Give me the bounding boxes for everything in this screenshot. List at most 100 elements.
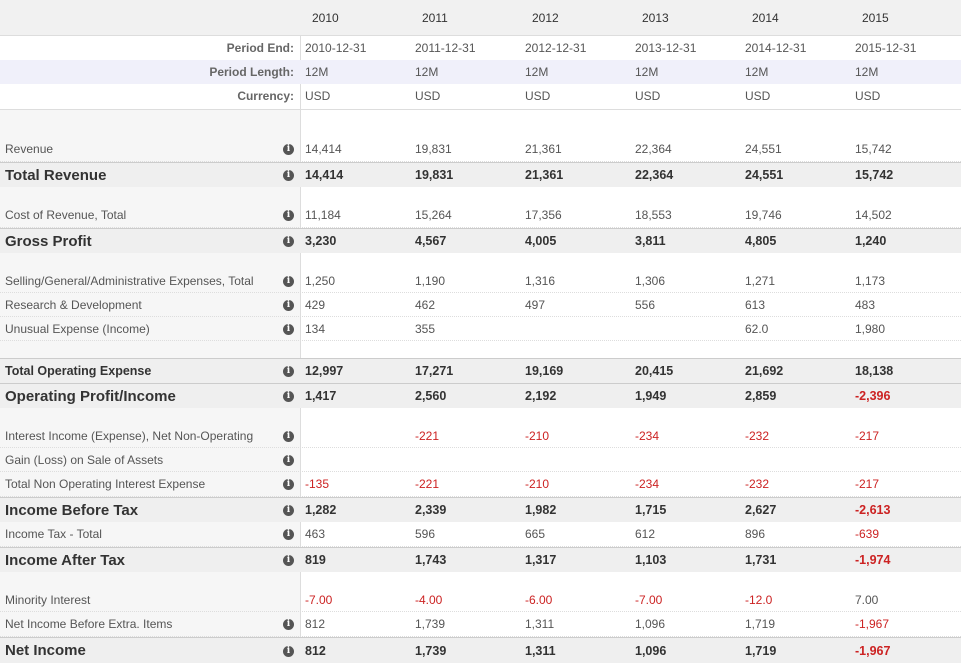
value-cell: 812: [305, 617, 326, 631]
table-row: Total Non Operating Interest Expense i -13…: [0, 472, 961, 497]
value-cell: 1,980: [855, 322, 886, 336]
info-icon[interactable]: i: [283, 391, 294, 402]
column-divider: [300, 36, 301, 663]
value-cell: 3,230: [305, 234, 337, 248]
value-cell: 22,364: [635, 142, 672, 156]
value-cell: 1,739: [415, 617, 446, 631]
value-cell: 1,096: [635, 644, 667, 658]
value-cell: 812: [305, 644, 326, 658]
info-icon[interactable]: i: [283, 619, 294, 630]
value-cell: 665: [525, 527, 546, 541]
table-row: Selling/General/Administrative Expenses,…: [0, 269, 961, 293]
value-cell: 556: [635, 298, 656, 312]
value-cell: 2013-12-31: [635, 41, 697, 55]
value-cell: -135: [305, 477, 330, 491]
value-cell: 15,264: [415, 208, 452, 222]
info-icon[interactable]: i: [283, 529, 294, 540]
value-cell: -217: [855, 477, 880, 491]
value-cell: 21,361: [525, 168, 564, 182]
info-icon[interactable]: i: [283, 366, 294, 377]
value-cell: 2014-12-31: [745, 41, 807, 55]
value-cell: 7.00: [855, 593, 879, 607]
info-icon[interactable]: i: [283, 430, 294, 442]
table-row: Revenue i 14,414 19,831 21,361 22,364 24,551 15…: [0, 137, 961, 162]
table-row: Income Before Tax i 1,282 2,339 1,982 1,715 2,…: [0, 497, 961, 522]
value-cell: 1,731: [745, 553, 777, 567]
info-icon[interactable]: i: [283, 645, 294, 657]
table-row: Net Income i 812 1,739 1,311 1,096 1,719 -1,967: [0, 637, 961, 663]
value-cell: 2011-12-31: [415, 41, 476, 55]
value-cell: 4,805: [745, 234, 777, 248]
value-cell: 2010-12-31: [305, 41, 367, 55]
table-row: Period Length: 12M 12M 12M 12M 12M 12M: [0, 60, 961, 84]
value-cell: 21,692: [745, 364, 784, 378]
row-label: Operating Profit/Income: [5, 388, 176, 405]
value-cell: 17,356: [525, 208, 562, 222]
value-cell: 2015-12-31: [855, 41, 917, 55]
info-icon[interactable]: i: [283, 555, 294, 566]
value-cell: 1,719: [745, 644, 777, 658]
value-cell: 2,859: [745, 389, 777, 403]
info-icon[interactable]: i: [283, 505, 294, 516]
value-cell: 1,173: [855, 274, 886, 288]
info-icon[interactable]: i: [283, 479, 294, 490]
year-header: 2014: [752, 11, 779, 25]
value-cell: -2,613: [855, 503, 891, 517]
value-cell: 19,746: [745, 208, 782, 222]
value-cell: -6.00: [525, 593, 553, 607]
value-cell: -12.0: [745, 593, 773, 607]
value-cell: 1,317: [525, 553, 557, 567]
value-cell: 19,831: [415, 168, 454, 182]
row-label: Gain (Loss) on Sale of Assets: [5, 453, 164, 467]
info-icon[interactable]: i: [283, 170, 294, 181]
value-cell: 2,192: [525, 389, 557, 403]
value-cell: -221: [415, 429, 440, 443]
row-label: Currency:: [237, 89, 294, 103]
value-cell: 1,949: [635, 389, 667, 403]
info-icon[interactable]: i: [283, 299, 294, 311]
table-row: Period End: 2010-12-31 2011-12-31 2012-12-3…: [0, 36, 961, 60]
row-label: Net Income: [5, 642, 86, 659]
info-icon[interactable]: i: [283, 454, 294, 466]
value-cell: 483: [855, 298, 876, 312]
row-label: Total Non Operating Interest Expense: [5, 477, 206, 491]
value-cell: 1,743: [415, 553, 447, 567]
row-label: Total Revenue: [5, 167, 107, 184]
info-icon[interactable]: i: [283, 210, 294, 221]
value-cell: 612: [635, 527, 656, 541]
year-header: 2015: [862, 11, 889, 25]
value-cell: 462: [415, 298, 436, 312]
info-icon[interactable]: i: [283, 275, 294, 287]
value-cell: 896: [745, 527, 766, 541]
year-header: 2013: [642, 11, 669, 25]
value-cell: 1,715: [635, 503, 667, 517]
value-cell: -1,967: [855, 617, 890, 631]
value-cell: 429: [305, 298, 326, 312]
table-row: Gross Profit i 3,230 4,567 4,005 3,811 4,805 1,…: [0, 228, 961, 253]
value-cell: 1,250: [305, 274, 336, 288]
value-cell: 1,190: [415, 274, 446, 288]
row-label: Income Tax - Total: [5, 527, 102, 541]
value-cell: -234: [635, 477, 660, 491]
info-icon[interactable]: i: [283, 236, 294, 247]
value-cell: -639: [855, 527, 880, 541]
value-cell: USD: [745, 89, 771, 103]
info-icon[interactable]: i: [283, 323, 294, 335]
table-row: Income Tax - Total i 463 596 665 612 896 -639: [0, 522, 961, 547]
value-cell: 20,415: [635, 364, 674, 378]
row-label: Income After Tax: [5, 552, 126, 569]
value-cell: 14,414: [305, 168, 344, 182]
value-cell: 4,005: [525, 234, 557, 248]
row-label: Selling/General/Administrative Expenses,…: [5, 274, 254, 288]
value-cell: 12M: [745, 65, 769, 79]
value-cell: 12M: [525, 65, 549, 79]
value-cell: 1,282: [305, 503, 337, 517]
table-row: Total Revenue i 14,414 19,831 21,361 22,364 24…: [0, 162, 961, 187]
value-cell: 21,361: [525, 142, 562, 156]
value-cell: 12M: [415, 65, 439, 79]
value-cell: 4,567: [415, 234, 447, 248]
row-label: Period Length:: [209, 65, 294, 79]
value-cell: 1,306: [635, 274, 666, 288]
info-icon[interactable]: i: [283, 144, 294, 155]
